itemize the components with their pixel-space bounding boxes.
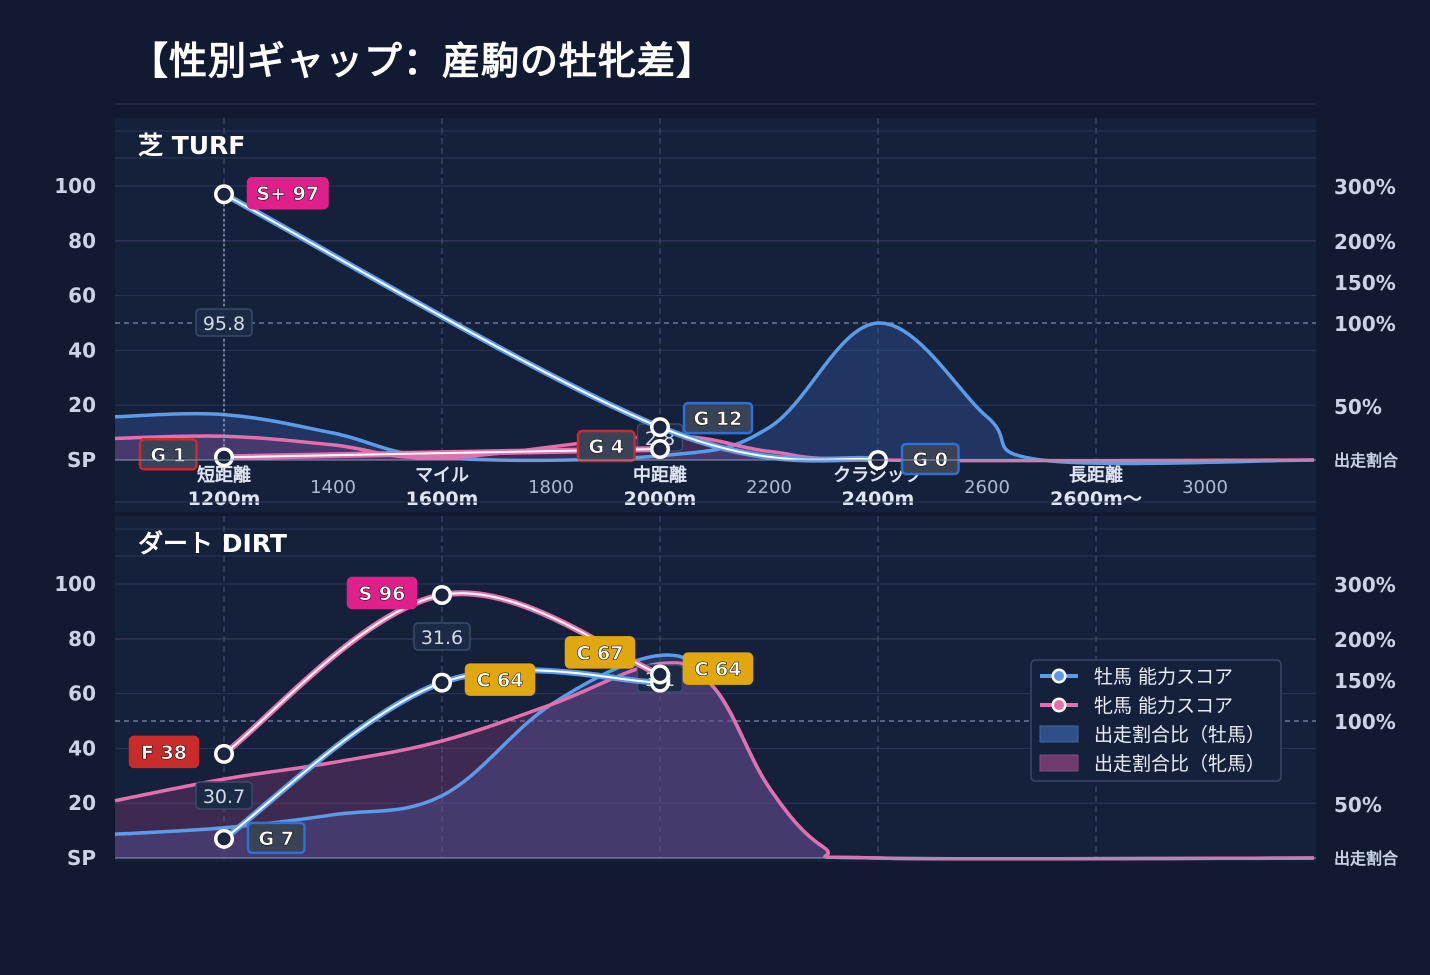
y-tick-right: 300% bbox=[1334, 573, 1396, 597]
data-point-core bbox=[217, 747, 231, 761]
value-label-box bbox=[195, 308, 253, 337]
value-label: 30.7 bbox=[203, 786, 245, 808]
data-point-core bbox=[217, 832, 231, 846]
value-label-box bbox=[195, 781, 253, 810]
legend-box bbox=[1030, 659, 1282, 782]
grade-badge bbox=[128, 735, 200, 769]
chart-title: 【性別ギャップ：産駒の牡牝差】 bbox=[130, 39, 716, 83]
y-tick-right: 150% bbox=[1334, 271, 1396, 295]
y-tick-right: 100% bbox=[1334, 312, 1396, 336]
grade-badge-label: G 4 bbox=[589, 436, 624, 458]
grade-badge bbox=[246, 176, 329, 210]
x-tick-sub: 1200m bbox=[188, 488, 261, 510]
y-tick-left: 20 bbox=[68, 791, 96, 815]
share-area-male bbox=[115, 322, 1316, 464]
y-tick-right: 出走割合 bbox=[1334, 451, 1399, 470]
y-tick-right: 200% bbox=[1334, 230, 1396, 254]
x-tick-label: 1400 bbox=[310, 477, 356, 498]
legend-marker-core bbox=[1054, 671, 1064, 681]
legend-item-label: 出走割合比（牡馬） bbox=[1094, 724, 1265, 746]
x-tick-label: クラシック bbox=[833, 465, 923, 486]
data-point-core bbox=[435, 588, 449, 602]
grade-badge-label: G 12 bbox=[694, 408, 743, 430]
x-tick-label: 中距離 bbox=[633, 464, 687, 486]
y-tick-right: 出走割合 bbox=[1334, 849, 1399, 868]
y-tick-right: 300% bbox=[1334, 175, 1396, 199]
share-line-male bbox=[114, 321, 1315, 466]
grade-badge bbox=[682, 401, 754, 435]
grade-badge bbox=[900, 442, 960, 476]
legend-swatch bbox=[1039, 725, 1079, 743]
panel-turf: 芝 TURF SP 20 40 60 80 100 出走割合 50% 100% 150% 200% 30… bbox=[54, 103, 1399, 512]
grade-badge bbox=[138, 438, 198, 471]
x-tick-label: 2200 bbox=[746, 477, 792, 498]
y-tick-left: 40 bbox=[68, 736, 96, 760]
x-tick-sub: 1600m bbox=[406, 488, 479, 510]
legend-item-label: 出走割合比（牝馬） bbox=[1094, 753, 1265, 775]
y-tick-right: 50% bbox=[1334, 793, 1382, 817]
y-tick-right: 100% bbox=[1334, 710, 1396, 734]
grade-badge bbox=[576, 429, 636, 463]
grade-badge-label: G 7 bbox=[259, 828, 294, 850]
data-point-core bbox=[653, 420, 667, 434]
grade-badge bbox=[246, 821, 306, 855]
y-tick-left: SP bbox=[67, 448, 96, 472]
y-tick-left: 60 bbox=[68, 682, 96, 706]
legend-marker-core bbox=[1054, 700, 1064, 710]
grade-badge bbox=[464, 663, 536, 696]
x-tick-sub: 2000m bbox=[624, 488, 697, 510]
x-tick-label: 2600 bbox=[964, 477, 1010, 498]
x-tick-label: 長距離 bbox=[1069, 464, 1123, 486]
x-tick-label: マイル bbox=[415, 465, 469, 486]
data-point-core bbox=[653, 442, 667, 456]
x-tick-sub: 2600m〜 bbox=[1050, 488, 1142, 510]
y-tick-left: 100 bbox=[54, 572, 96, 596]
x-tick-label: 短距離 bbox=[197, 464, 251, 486]
panel-title: 芝 TURF bbox=[138, 131, 245, 160]
grade-badge bbox=[346, 576, 418, 610]
grade-badge-label: S+ 97 bbox=[256, 183, 319, 205]
y-tick-left: 80 bbox=[68, 627, 96, 651]
grade-badge-label: C 64 bbox=[477, 670, 524, 692]
y-tick-right: 200% bbox=[1334, 628, 1396, 652]
value-label-box bbox=[413, 622, 471, 651]
x-tick-sub: 2400m bbox=[842, 488, 915, 510]
grade-badge-label: S 96 bbox=[359, 583, 406, 605]
grade-badge-label: C 64 bbox=[695, 659, 742, 681]
grade-badge-label: F 38 bbox=[141, 742, 187, 764]
data-point-core bbox=[217, 187, 231, 201]
share-area-female bbox=[115, 662, 1316, 859]
data-point-core bbox=[435, 676, 449, 690]
y-tick-left: 80 bbox=[68, 229, 96, 253]
panel-title: ダート DIRT bbox=[138, 529, 287, 558]
y-tick-left: 100 bbox=[54, 174, 96, 198]
legend-item-label: 牝馬 能力スコア bbox=[1094, 695, 1233, 717]
x-tick-label: 3000 bbox=[1182, 477, 1228, 498]
data-point-core bbox=[217, 450, 231, 464]
y-tick-right: 50% bbox=[1334, 395, 1382, 419]
grade-badge-label: C 67 bbox=[577, 642, 624, 664]
y-tick-left: 20 bbox=[68, 393, 96, 417]
legend-swatch bbox=[1039, 754, 1079, 772]
grade-badge bbox=[682, 652, 754, 685]
y-tick-left: 60 bbox=[68, 284, 96, 308]
x-tick-label: 1800 bbox=[528, 477, 574, 498]
legend-item-label: 牡馬 能力スコア bbox=[1094, 666, 1233, 688]
value-label: 95.8 bbox=[203, 313, 245, 335]
data-point-core bbox=[653, 667, 667, 681]
grade-badge bbox=[564, 636, 636, 669]
y-tick-right: 150% bbox=[1334, 669, 1396, 693]
y-tick-left: 40 bbox=[68, 338, 96, 362]
y-tick-left: SP bbox=[67, 846, 96, 870]
grade-badge-label: G 1 bbox=[151, 444, 186, 466]
share-area-male bbox=[115, 654, 1316, 859]
value-label: 31.6 bbox=[421, 627, 463, 649]
